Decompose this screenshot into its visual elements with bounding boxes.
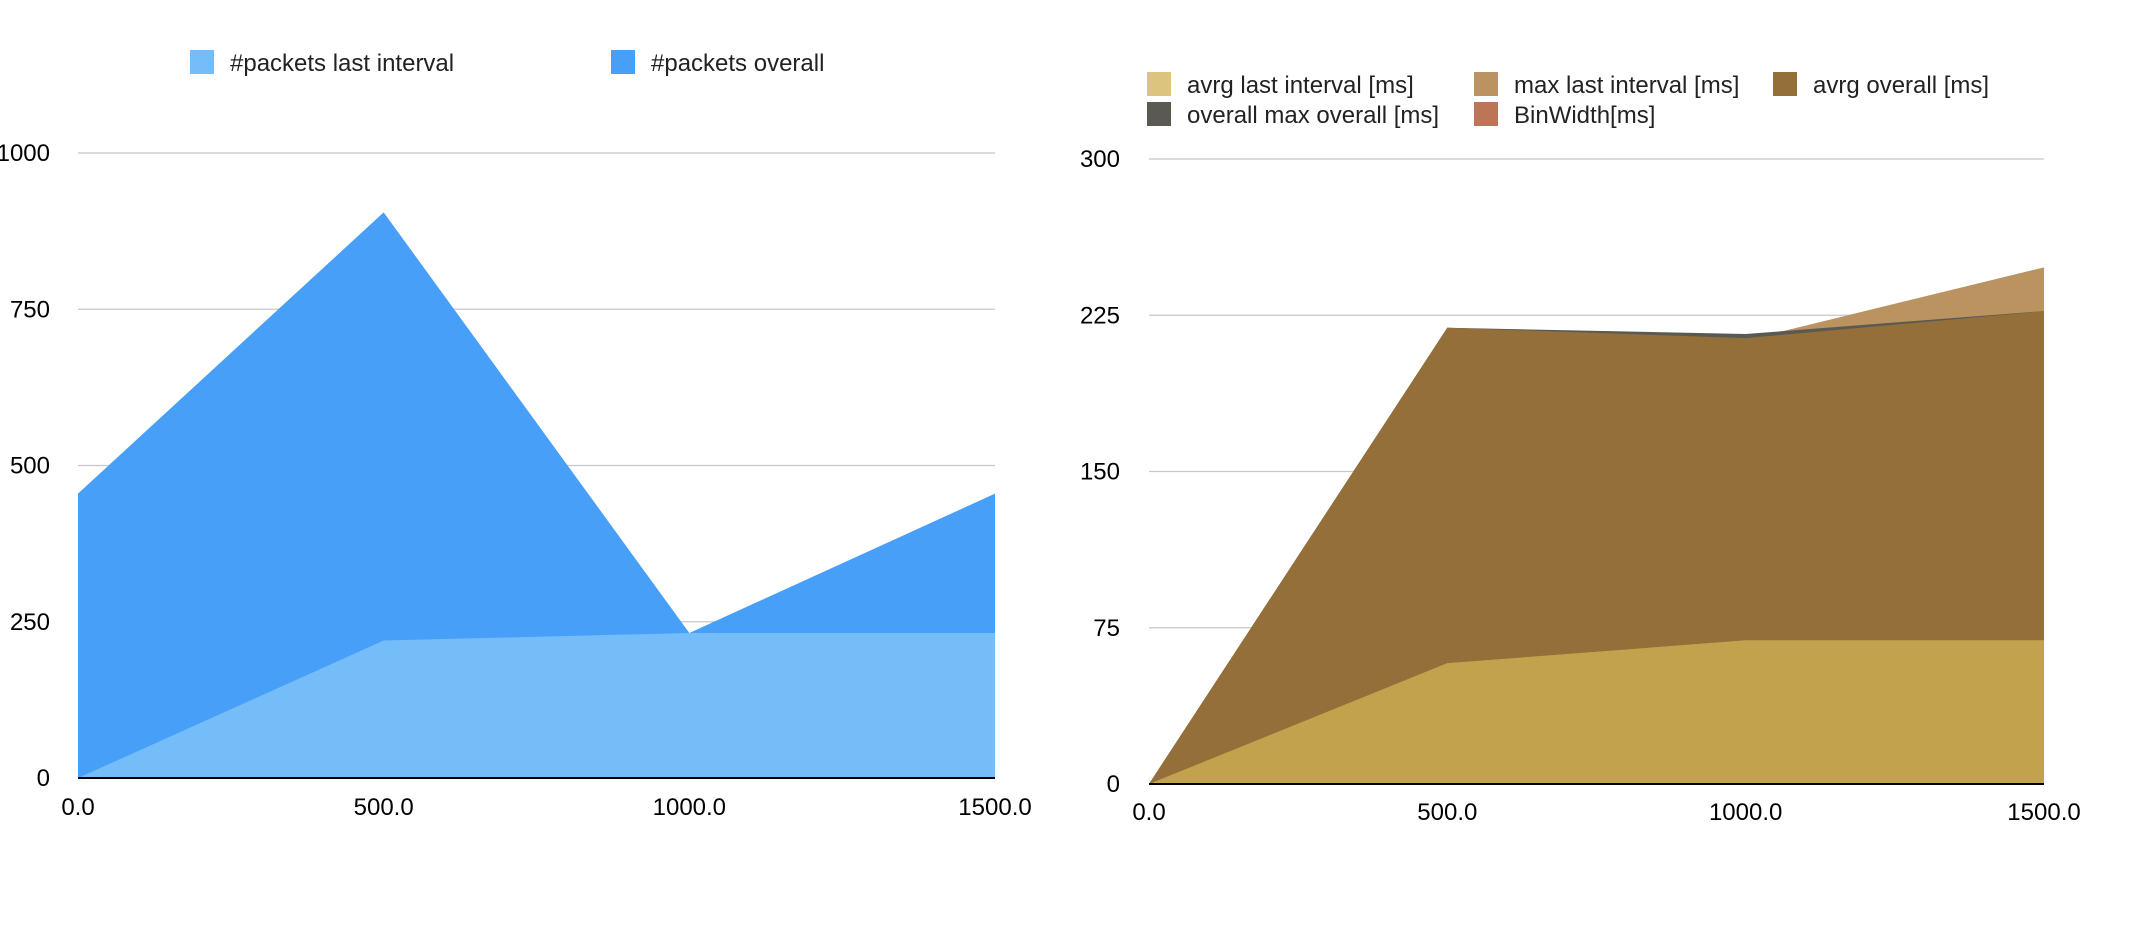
legend-label: max last interval [ms] [1514, 72, 1739, 99]
legend-swatch [611, 50, 635, 74]
y-tick-label: 300 [1080, 146, 1120, 173]
x-axis-ticks: 0.0 500.0 1000.0 1500.0 [1132, 799, 2080, 826]
y-tick-label: 250 [10, 609, 50, 636]
y-tick-label: 750 [10, 296, 50, 323]
y-axis-ticks: 0 250 500 750 1000 [0, 140, 50, 792]
y-tick-label: 1000 [0, 140, 50, 167]
legend-item-overall-max-overall-ms: overall max overall [ms] [1147, 102, 1439, 129]
y-axis-ticks: 0 75 150 225 300 [1080, 146, 1120, 798]
x-tick-label: 1500.0 [958, 794, 1031, 821]
x-tick-label: 500.0 [354, 794, 414, 821]
plot-area [78, 212, 995, 778]
y-tick-label: 0 [37, 765, 50, 792]
y-tick-label: 0 [1107, 771, 1120, 798]
x-tick-label: 1000.0 [653, 794, 726, 821]
x-tick-label: 0.0 [1132, 799, 1165, 826]
legend-item-avrg-last-interval-ms: avrg last interval [ms] [1147, 72, 1414, 99]
legend-swatch [1147, 72, 1171, 96]
area-avrg-last-interval-ms [1149, 640, 2044, 784]
plot-area [1149, 267, 2044, 784]
y-tick-label: 225 [1080, 302, 1120, 329]
legend-item-avrg-overall-ms: avrg overall [ms] [1773, 72, 1989, 99]
x-tick-label: 500.0 [1417, 799, 1477, 826]
area-packets-last-interval [78, 633, 995, 778]
legend-item-packets-last-interval: #packets last interval [190, 50, 454, 77]
x-axis-ticks: 0.0 500.0 1000.0 1500.0 [61, 794, 1031, 821]
legend-label: avrg last interval [ms] [1187, 72, 1414, 99]
x-tick-label: 1500.0 [2007, 799, 2080, 826]
chart-latency: avrg last interval [ms] max last interval… [1080, 72, 2081, 826]
y-tick-label: 150 [1080, 459, 1120, 486]
legend-label: overall max overall [ms] [1187, 102, 1439, 129]
legend-label: BinWidth[ms] [1514, 102, 1655, 129]
legend-swatch [1474, 72, 1498, 96]
y-tick-label: 500 [10, 453, 50, 480]
legend-label: avrg overall [ms] [1813, 72, 1989, 99]
legend-item-binwidth-ms: BinWidth[ms] [1474, 102, 1655, 129]
legend-item-packets-overall: #packets overall [611, 50, 824, 77]
legend: avrg last interval [ms] max last interval… [1147, 72, 1989, 129]
chart-packets: #packets last interval #packets overall 0… [0, 50, 1032, 821]
legend-item-max-last-interval-ms: max last interval [ms] [1474, 72, 1739, 99]
legend-swatch [190, 50, 214, 74]
legend-swatch [1147, 102, 1171, 126]
legend-label: #packets overall [651, 50, 824, 77]
legend-swatch [1773, 72, 1797, 96]
legend-label: #packets last interval [230, 50, 454, 77]
x-tick-label: 1000.0 [1709, 799, 1782, 826]
legend-swatch [1474, 102, 1498, 126]
y-tick-label: 75 [1093, 615, 1120, 642]
legend: #packets last interval #packets overall [190, 50, 824, 77]
x-tick-label: 0.0 [61, 794, 94, 821]
